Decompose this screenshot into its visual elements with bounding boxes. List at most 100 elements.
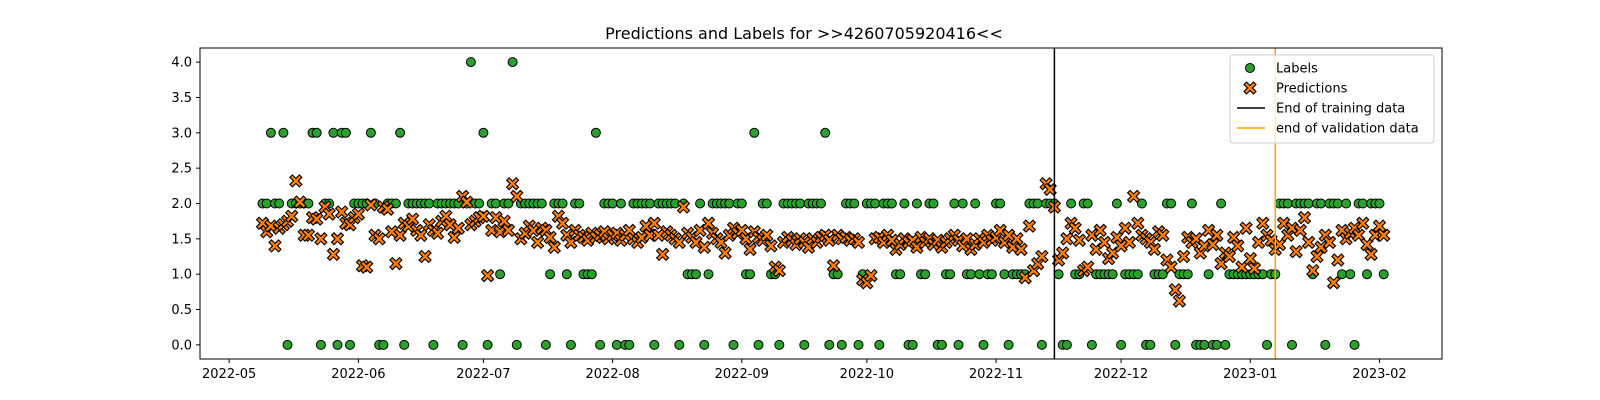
prediction-point xyxy=(1310,249,1324,264)
label-point xyxy=(1082,198,1093,209)
prediction-point xyxy=(1276,216,1291,231)
prediction-point xyxy=(1164,260,1178,274)
prediction-point xyxy=(639,219,653,233)
label-point xyxy=(540,339,551,350)
prediction-point xyxy=(1206,237,1220,252)
label-point xyxy=(274,198,285,209)
prediction-point xyxy=(743,242,757,257)
x-tick-label: 2022-11 xyxy=(969,367,1023,382)
prediction-point xyxy=(1322,235,1337,250)
label-point xyxy=(1332,198,1343,209)
label-point xyxy=(849,198,860,209)
label-point xyxy=(999,269,1010,280)
label-point xyxy=(907,339,918,350)
prediction-point xyxy=(1156,228,1170,243)
prediction-point xyxy=(1272,237,1287,252)
label-point xyxy=(1341,198,1352,209)
prediction-point xyxy=(622,223,637,238)
prediction-point xyxy=(430,226,445,240)
label-point xyxy=(1032,198,1043,209)
label-point xyxy=(332,339,343,350)
label-point xyxy=(1374,198,1385,209)
prediction-point xyxy=(1110,230,1124,245)
label-point xyxy=(265,127,276,138)
prediction-point xyxy=(1356,216,1370,231)
prediction-point xyxy=(1264,233,1278,248)
label-point xyxy=(820,127,831,138)
label-point xyxy=(1111,198,1122,209)
prediction-point xyxy=(1097,235,1112,250)
label-point xyxy=(957,198,968,209)
y-tick-label: 1.5 xyxy=(171,232,192,247)
label-point xyxy=(428,339,439,350)
label-point xyxy=(953,339,964,350)
prediction-point xyxy=(635,230,649,245)
label-point xyxy=(1053,269,1064,280)
label-point xyxy=(1116,339,1127,350)
legend-box xyxy=(1229,54,1435,144)
prediction-point xyxy=(1210,228,1224,243)
label-point xyxy=(1287,339,1297,350)
label-point xyxy=(761,198,772,209)
prediction-point xyxy=(1326,275,1341,290)
prediction-point xyxy=(1089,242,1103,257)
label-point xyxy=(340,127,351,138)
prediction-point xyxy=(714,235,728,250)
label-point xyxy=(749,127,760,138)
label-point xyxy=(607,198,618,209)
legend: Labels Predictions End of training data … xyxy=(1229,54,1435,144)
label-point xyxy=(261,198,272,209)
prediction-point xyxy=(372,232,386,246)
label-point xyxy=(1211,339,1222,350)
prediction-point xyxy=(1176,249,1191,264)
label-point xyxy=(474,198,485,209)
prediction-point xyxy=(1306,263,1320,278)
label-point xyxy=(816,198,826,209)
prediction-point xyxy=(405,212,420,226)
prediction-point xyxy=(543,230,557,245)
label-point xyxy=(870,198,881,209)
prediction-point xyxy=(443,217,457,232)
label-point xyxy=(699,339,710,350)
axes: 0.0 0.5 1.0 1.5 2.0 2.5 3.0 3.5 4.0 2022-05 2022-0… xyxy=(171,56,1406,382)
label-point xyxy=(424,198,435,209)
y-tick-label: 0.0 xyxy=(171,338,192,353)
prediction-point xyxy=(1055,246,1070,260)
label-point xyxy=(853,339,864,350)
prediction-point xyxy=(701,216,716,231)
label-point xyxy=(695,198,706,209)
prediction-point xyxy=(309,212,324,226)
label-point xyxy=(736,198,747,209)
x-tick-label: 2022-12 xyxy=(1094,367,1148,382)
prediction-point xyxy=(439,209,453,223)
prediction-point xyxy=(393,228,407,243)
prediction-point xyxy=(1222,249,1237,264)
prediction-point xyxy=(1122,235,1137,250)
label-point xyxy=(645,198,656,209)
y-tick-label: 2.0 xyxy=(171,197,192,212)
label-point xyxy=(1345,269,1356,280)
label-point xyxy=(457,339,468,350)
x-tick-label: 2022-05 xyxy=(202,367,256,382)
label-point xyxy=(949,198,960,209)
label-point xyxy=(345,339,355,350)
prediction-point xyxy=(643,228,657,243)
prediction-point xyxy=(1043,182,1057,197)
x-tick-label: 2022-06 xyxy=(331,367,385,382)
label-point xyxy=(753,339,764,350)
label-point xyxy=(1170,339,1181,350)
label-point xyxy=(703,269,714,280)
label-point xyxy=(1262,339,1272,350)
prediction-point xyxy=(693,223,707,238)
prediction-point xyxy=(1018,270,1032,285)
prediction-point xyxy=(1010,232,1024,246)
label-point xyxy=(1357,198,1368,209)
prediction-point xyxy=(564,235,578,250)
label-point xyxy=(278,127,289,138)
prediction-point xyxy=(1147,242,1162,257)
prediction-point xyxy=(1314,240,1328,255)
prediction-point xyxy=(530,235,545,250)
prediction-point xyxy=(1285,221,1299,235)
legend-validation-text: end of validation data xyxy=(1276,122,1419,137)
label-point xyxy=(1157,269,1168,280)
